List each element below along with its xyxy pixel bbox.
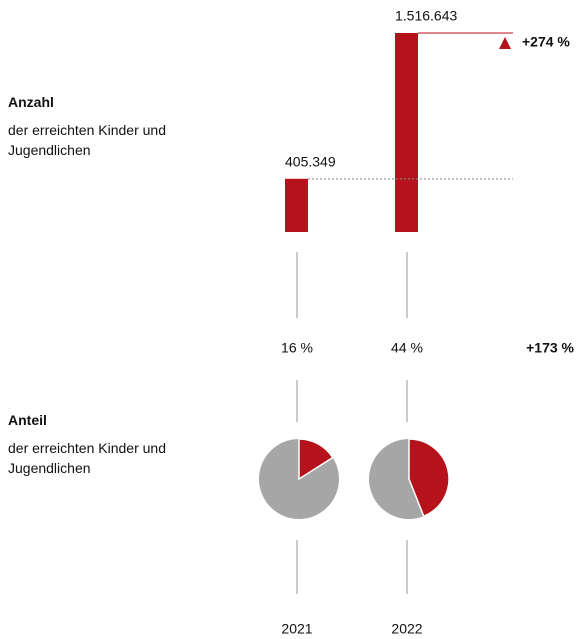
bar xyxy=(285,178,308,232)
year-label: 2021 xyxy=(281,621,312,637)
count-title: Anzahl xyxy=(8,94,54,110)
up-arrow xyxy=(499,37,511,49)
value-label: 1.516.643 xyxy=(395,8,457,24)
share-label: Anteil der erreichten Kinder und Jugendl… xyxy=(8,410,203,478)
change-label: +274 % xyxy=(522,34,570,50)
connectors xyxy=(296,252,408,594)
count-subtitle: der erreichten Kinder und Jugendlichen xyxy=(8,122,166,158)
change-label: +173 % xyxy=(526,340,574,356)
bar xyxy=(395,33,418,232)
value-label: 16 % xyxy=(281,340,313,356)
value-label: 405.349 xyxy=(285,154,336,170)
value-label: 44 % xyxy=(391,340,423,356)
pie-slice xyxy=(408,438,450,518)
share-subtitle: der erreichten Kinder und Jugendlichen xyxy=(8,440,166,476)
year-label: 2022 xyxy=(391,621,422,637)
share-title: Anteil xyxy=(8,412,47,428)
count-label: Anzahl der erreichten Kinder und Jugendl… xyxy=(8,92,203,160)
pie-slice xyxy=(298,438,334,481)
